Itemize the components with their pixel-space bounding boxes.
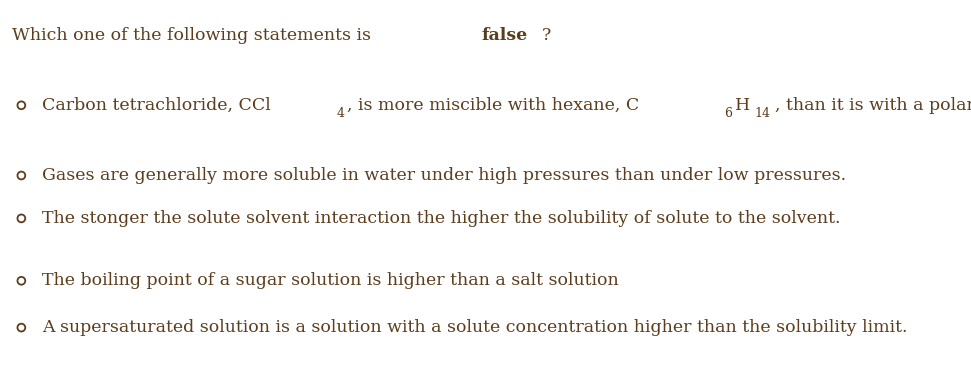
Text: 14: 14 [754, 107, 770, 121]
Text: The stonger the solute solvent interaction the higher the solubility of solute t: The stonger the solute solvent interacti… [42, 210, 840, 227]
Text: Carbon tetrachloride, CCl: Carbon tetrachloride, CCl [42, 97, 271, 114]
Text: Which one of the following statements is: Which one of the following statements is [12, 27, 376, 44]
Text: , is more miscible with hexane, C: , is more miscible with hexane, C [348, 97, 640, 114]
Text: 4: 4 [337, 107, 345, 121]
Text: false: false [482, 27, 528, 44]
Text: The boiling point of a sugar solution is higher than a salt solution: The boiling point of a sugar solution is… [42, 272, 619, 289]
Text: , than it is with a polar solvent like CH: , than it is with a polar solvent like C… [775, 97, 971, 114]
Text: Gases are generally more soluble in water under high pressures than under low pr: Gases are generally more soluble in wate… [42, 167, 846, 184]
Text: A supersaturated solution is a solution with a solute concentration higher than : A supersaturated solution is a solution … [42, 319, 907, 336]
Text: H: H [735, 97, 750, 114]
Text: 6: 6 [724, 107, 732, 121]
Text: ?: ? [542, 27, 551, 44]
